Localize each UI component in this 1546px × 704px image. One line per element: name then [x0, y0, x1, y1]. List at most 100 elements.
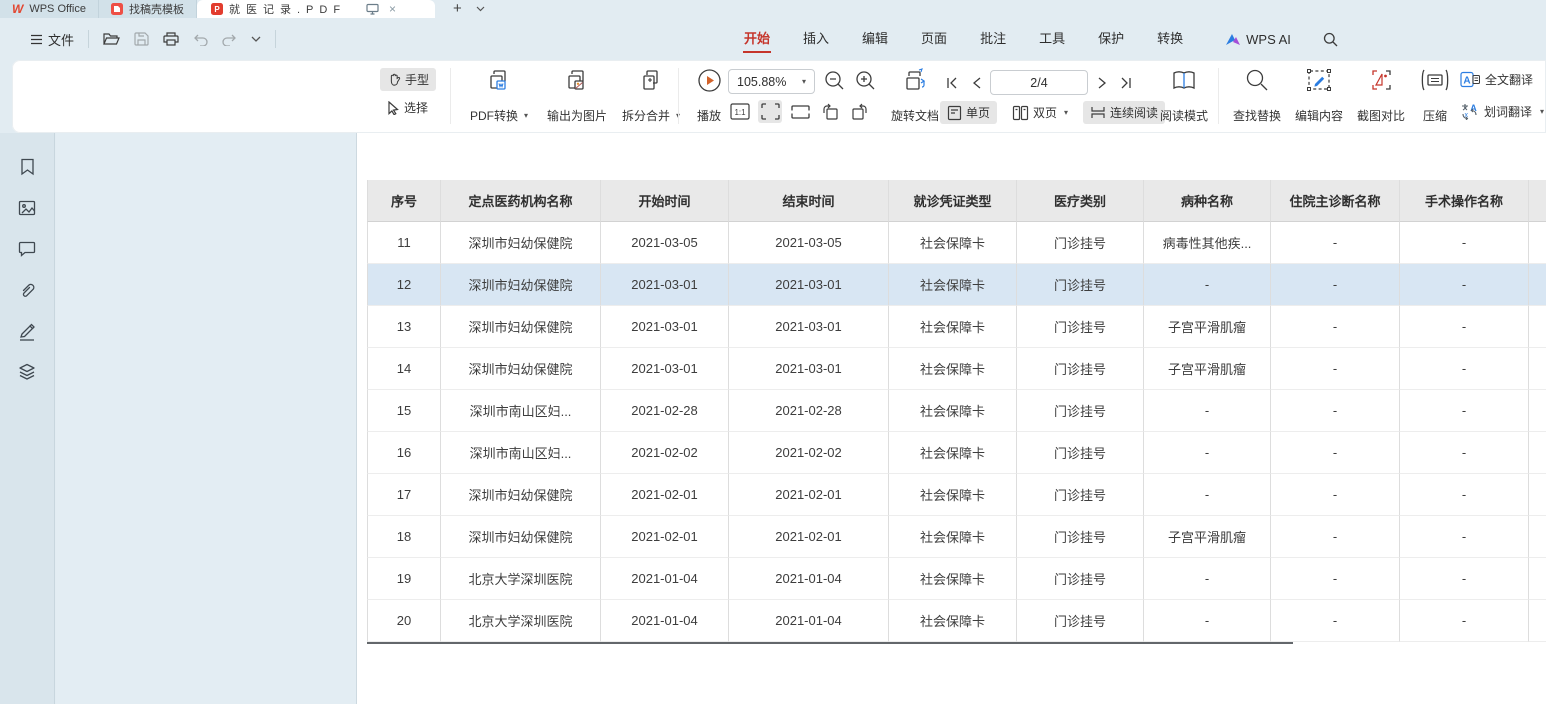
read-mode-button[interactable]: 阅读模式: [1154, 68, 1214, 124]
table-cell: 门诊挂号: [1016, 558, 1143, 600]
page-number-input[interactable]: 2/4: [990, 70, 1088, 95]
previous-page-button[interactable]: [966, 71, 986, 95]
ribbon-tab-3[interactable]: 编辑: [862, 30, 889, 46]
new-tab-button[interactable]: +: [452, 0, 462, 17]
wps-ai-button[interactable]: WPS AI: [1225, 32, 1291, 47]
table-row[interactable]: 13 深圳市妇幼保健院 2021-03-01 2021-03-01 社会保障卡 门诊挂号子…: [367, 306, 1546, 348]
first-page-button[interactable]: [942, 71, 962, 95]
rotate-right-button[interactable]: [848, 100, 872, 123]
print-icon[interactable]: [163, 32, 179, 46]
tab-document-pdf[interactable]: P 就医记录.PDF ×: [196, 0, 435, 18]
fit-width-button[interactable]: [788, 100, 812, 123]
hand-icon: [390, 73, 401, 86]
table-cell: 社会保障卡: [888, 390, 1016, 432]
table-row[interactable]: 11 深圳市妇幼保健院 2021-03-05 2021-03-05 社会保障卡 门诊挂号病…: [367, 222, 1546, 264]
full-text-translate-icon: A: [1460, 71, 1480, 88]
rotate-document-button[interactable]: 旋转文档: [884, 68, 946, 124]
pdf-convert-button[interactable]: PDF转换: [458, 68, 540, 124]
zoom-out-button[interactable]: [824, 70, 845, 91]
layers-panel-icon[interactable]: [16, 361, 38, 383]
zoom-in-icon: [856, 71, 875, 90]
ribbon-tab-1[interactable]: 开始: [742, 26, 772, 53]
close-tab-icon[interactable]: ×: [389, 2, 397, 16]
table-cell: 深圳市妇幼保健院: [440, 474, 600, 516]
bookmarks-panel-icon[interactable]: [16, 156, 38, 178]
compress-button[interactable]: 压缩: [1414, 68, 1456, 124]
thumbnails-panel-icon[interactable]: [16, 197, 38, 219]
table-cell: 深圳市妇幼保健院: [440, 264, 600, 306]
single-page-icon: [947, 105, 962, 120]
table-cell-cut: [1528, 222, 1546, 264]
open-file-icon[interactable]: [103, 32, 120, 46]
save-icon[interactable]: [134, 32, 149, 46]
table-cell: 深圳市妇幼保健院: [440, 348, 600, 390]
table-cell: 17: [367, 474, 440, 516]
ribbon-tabs: 开始 插入 编辑 页面 批注 工具 保护 转换: [742, 26, 1185, 53]
table-row[interactable]: 12 深圳市妇幼保健院 2021-03-01 2021-03-01 社会保障卡 门诊挂号 -…: [367, 264, 1546, 306]
tab-template-store[interactable]: 找稿壳模板: [98, 0, 197, 18]
divider: [88, 30, 90, 48]
table-cell: -: [1143, 474, 1270, 516]
comments-panel-icon[interactable]: [16, 238, 38, 260]
present-to-screen-icon[interactable]: [366, 3, 379, 15]
table-row[interactable]: 20 北京大学深圳医院 2021-01-04 2021-01-04 社会保障卡 门诊挂号 -…: [367, 600, 1546, 642]
table-row[interactable]: 17 深圳市妇幼保健院 2021-02-01 2021-02-01 社会保障卡 门诊挂号 -…: [367, 474, 1546, 516]
table-row[interactable]: 15 深圳市南山区妇... 2021-02-28 2021-02-28 社会保障卡 门诊挂…: [367, 390, 1546, 432]
table-cell: 社会保障卡: [888, 474, 1016, 516]
table-row[interactable]: 16 深圳市南山区妇... 2021-02-02 2021-02-02 社会保障卡 门诊挂…: [367, 432, 1546, 474]
ribbon-tab-2[interactable]: 插入: [803, 30, 830, 46]
full-text-translate-button[interactable]: A 全文翻译: [1460, 71, 1533, 88]
attachments-panel-icon[interactable]: [16, 279, 38, 301]
tab-wps-office[interactable]: W WPS Office: [0, 0, 99, 18]
actual-size-button[interactable]: 1:1: [728, 100, 752, 123]
table-row[interactable]: 19 北京大学深圳医院 2021-01-04 2021-01-04 社会保障卡 门诊挂号 -…: [367, 558, 1546, 600]
table-cell: 2021-02-02: [600, 432, 728, 474]
continuous-read-button[interactable]: 连续阅读: [1083, 101, 1166, 124]
table-cell: 深圳市南山区妇...: [440, 432, 600, 474]
ribbon-tab-5[interactable]: 批注: [980, 30, 1007, 46]
ribbon-tab-6[interactable]: 工具: [1039, 30, 1066, 46]
table-row[interactable]: 14 深圳市妇幼保健院 2021-03-01 2021-03-01 社会保障卡 门诊挂号子…: [367, 348, 1546, 390]
screenshot-compare-button[interactable]: 截图对比: [1352, 68, 1410, 124]
table-cell: 门诊挂号: [1016, 474, 1143, 516]
ribbon-tab-4[interactable]: 页面: [921, 30, 948, 46]
edit-content-button[interactable]: 编辑内容: [1290, 68, 1348, 124]
ribbon-tab-8[interactable]: 转换: [1157, 30, 1184, 46]
file-menu-button[interactable]: 文件: [30, 30, 74, 49]
table-row[interactable]: 18 深圳市妇幼保健院 2021-02-01 2021-02-01 社会保障卡 门诊挂号子…: [367, 516, 1546, 558]
quick-access-chevron-icon[interactable]: [251, 36, 261, 42]
table-cell: 16: [367, 432, 440, 474]
redo-icon[interactable]: [222, 33, 237, 46]
select-tool-button[interactable]: 选择: [380, 96, 436, 119]
rotate-left-button[interactable]: [818, 100, 842, 123]
table-cell: -: [1399, 264, 1528, 306]
find-replace-button[interactable]: 查找替换: [1228, 68, 1286, 124]
undo-icon[interactable]: [193, 33, 208, 46]
play-slideshow-button[interactable]: 播放: [688, 68, 730, 124]
fit-page-button[interactable]: [758, 100, 782, 123]
ribbon-toolbar: 手型 选择 PDF转换 输出为图: [12, 60, 1546, 133]
search-commands-icon[interactable]: [1323, 32, 1338, 47]
export-as-image-button[interactable]: 输出为图片: [540, 68, 614, 124]
tab-label: WPS Office: [29, 3, 86, 15]
ribbon-tab-7[interactable]: 保护: [1098, 30, 1125, 46]
zoom-level-select[interactable]: 105.88%: [728, 69, 815, 94]
last-page-button[interactable]: [1116, 71, 1136, 95]
split-merge-button[interactable]: 拆分合并: [614, 68, 688, 124]
word-translate-button[interactable]: A x 划词翻译: [1460, 102, 1544, 120]
table-cell: 2021-03-01: [600, 264, 728, 306]
hand-tool-button[interactable]: 手型: [380, 68, 437, 91]
zoom-in-button[interactable]: [855, 70, 876, 91]
next-page-button[interactable]: [1092, 71, 1112, 95]
table-cell: -: [1270, 264, 1399, 306]
tab-list-chevron-icon[interactable]: [476, 6, 485, 12]
table-cell: 2021-02-01: [728, 516, 888, 558]
table-cell: 门诊挂号: [1016, 390, 1143, 432]
column-header: 就诊凭证类型: [888, 180, 1016, 222]
double-page-view-button[interactable]: 双页: [1005, 101, 1075, 124]
table-cell: -: [1270, 306, 1399, 348]
table-cell: 子宫平滑肌瘤: [1143, 306, 1270, 348]
signature-panel-icon[interactable]: [16, 320, 38, 342]
table-cell: -: [1399, 600, 1528, 642]
single-page-view-button[interactable]: 单页: [940, 101, 998, 124]
